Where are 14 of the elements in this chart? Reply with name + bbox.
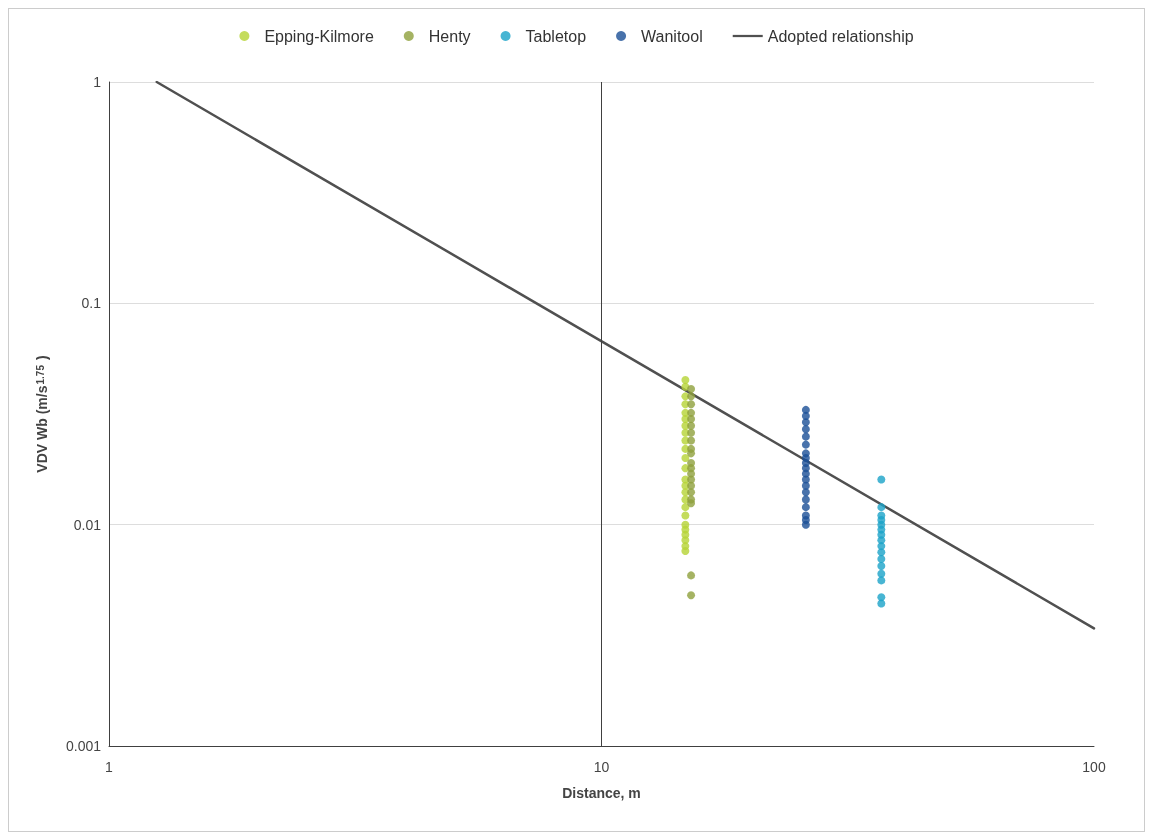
- legend-label: Henty: [428, 27, 471, 45]
- x-tick-label: 10: [593, 759, 610, 775]
- y-tick-label: 0.01: [73, 516, 102, 533]
- y-axis-title: VDV Wb (m/s1.75): [34, 355, 50, 473]
- y-tick-label: 1: [93, 74, 102, 90]
- x-axis-title: Distance, m: [562, 785, 641, 801]
- legend-label: Tabletop: [525, 27, 587, 45]
- legend-label: Adopted relationship: [767, 27, 914, 45]
- x-tick-label: 100: [1082, 759, 1106, 775]
- legend-label: Epping-Kilmore: [264, 27, 374, 45]
- legend-label: Wanitool: [641, 27, 703, 45]
- x-tick-label: 1: [105, 759, 114, 775]
- y-tick-label: 0.1: [81, 295, 102, 312]
- y-tick-label: 0.001: [65, 738, 102, 754]
